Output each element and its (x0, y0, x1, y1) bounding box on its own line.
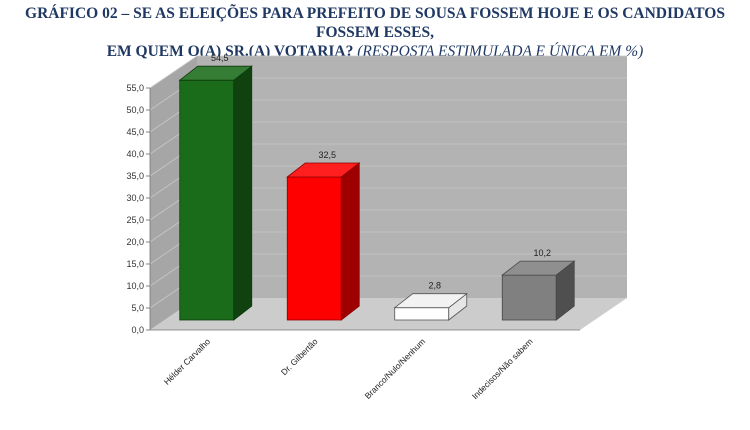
y-tick-label: 40,0 (126, 149, 144, 159)
category-label: Hélder Carvalho (162, 336, 213, 387)
title-line-1: GRÁFICO 02 – SE AS ELEIÇÕES PARA PREFEIT… (25, 5, 725, 41)
bar-1-front (286, 176, 342, 321)
category-label: Dr. Gilbertão (279, 336, 320, 377)
category-label: Indecisos/Não sabem (470, 336, 535, 401)
y-tick-label: 10,0 (126, 281, 144, 291)
bar-1-top (286, 162, 361, 178)
y-tick-label: 5,0 (131, 303, 144, 313)
data-label: 2,8 (428, 281, 441, 291)
bar-3-front (501, 274, 557, 321)
y-tick-label: 55,0 (126, 83, 144, 93)
data-label: 54,5 (211, 53, 229, 63)
bar-1-side (340, 162, 360, 321)
y-tick-label: 35,0 (126, 171, 144, 181)
bar-2-front (394, 307, 450, 321)
y-tick-label: 45,0 (126, 127, 144, 137)
y-tick-label: 0,0 (131, 325, 144, 335)
bar-0-side (233, 65, 253, 321)
bar-3-top (501, 260, 576, 276)
y-tick-label: 20,0 (126, 237, 144, 247)
y-tick-label: 30,0 (126, 193, 144, 203)
y-tick-label: 50,0 (126, 105, 144, 115)
bar-0-front (179, 79, 235, 321)
gridline (149, 55, 627, 89)
data-label: 10,2 (533, 248, 551, 258)
category-label: Branco/Nulo/Nenhum (363, 336, 428, 401)
y-tick-label: 25,0 (126, 215, 144, 225)
data-label: 32,5 (318, 150, 336, 160)
bar-2-top (393, 293, 468, 309)
y-tick-label: 15,0 (126, 259, 144, 269)
bar-0-top (178, 65, 253, 81)
